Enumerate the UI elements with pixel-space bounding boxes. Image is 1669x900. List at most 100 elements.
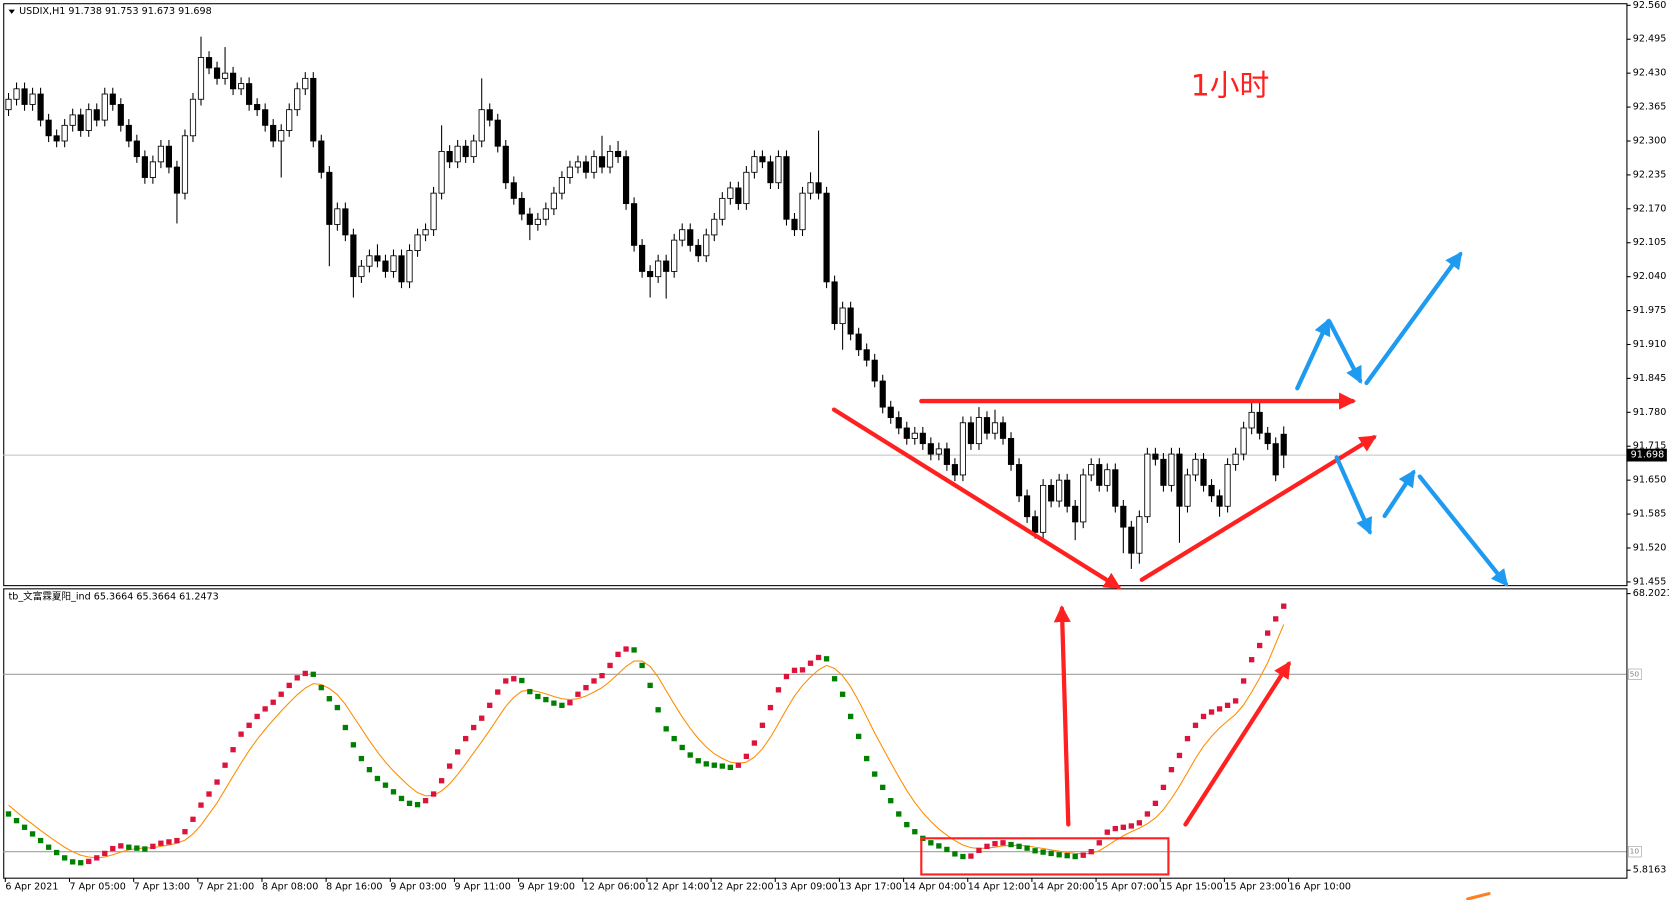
candle-body bbox=[1232, 453, 1239, 465]
candle-body bbox=[213, 67, 221, 79]
blue-arrow bbox=[1382, 469, 1416, 519]
candle-body bbox=[109, 93, 116, 105]
candle-body bbox=[229, 72, 237, 90]
indicator-dot bbox=[1016, 843, 1022, 850]
indicator-dot bbox=[872, 771, 878, 777]
candle-body bbox=[326, 171, 333, 225]
indicator-dot bbox=[1176, 752, 1183, 759]
indicator-dot bbox=[655, 707, 661, 713]
candle-body bbox=[221, 72, 229, 79]
candle-body bbox=[1048, 484, 1055, 502]
candle-body bbox=[85, 109, 92, 131]
indicator-dot bbox=[110, 845, 116, 852]
indicator-dot bbox=[102, 850, 108, 857]
candle-body bbox=[486, 109, 493, 121]
indicator-dot bbox=[134, 845, 140, 851]
candle-body bbox=[101, 93, 108, 121]
candle-body bbox=[967, 422, 975, 445]
red-arrow bbox=[1053, 605, 1071, 827]
indicator-dot bbox=[711, 762, 717, 768]
indicator-dot bbox=[831, 676, 838, 682]
red-arrow bbox=[1183, 660, 1291, 827]
candle-body bbox=[494, 119, 501, 147]
indicator-dot bbox=[174, 837, 180, 844]
indicator-dot bbox=[150, 843, 156, 850]
candle-body bbox=[951, 464, 958, 476]
stray-stroke bbox=[1466, 892, 1491, 900]
candle-body bbox=[582, 161, 590, 173]
indicator-dot bbox=[479, 715, 485, 721]
candle-body bbox=[943, 448, 950, 465]
candle-body bbox=[1160, 458, 1167, 486]
candle-body bbox=[350, 234, 357, 278]
candle-body bbox=[1264, 432, 1271, 445]
y-tick-label: 92.170 bbox=[1633, 203, 1667, 214]
indicator-dot bbox=[198, 802, 204, 808]
indicator-dot bbox=[1136, 820, 1143, 826]
indicator-dot bbox=[446, 763, 453, 769]
indicator-dot bbox=[791, 667, 798, 673]
level-label: 50 bbox=[1630, 669, 1640, 678]
candle-body bbox=[69, 114, 76, 126]
candle-body bbox=[398, 255, 405, 283]
candle-body bbox=[382, 260, 389, 272]
blue-arrow bbox=[1295, 318, 1331, 391]
candle-body bbox=[887, 406, 894, 418]
y-tick-label: 91.455 bbox=[1633, 576, 1667, 587]
indicator-dot bbox=[815, 654, 822, 661]
marks: 92.560 92.495 92.430 92.365 92.300 92.235 92.1… bbox=[3, 0, 1669, 893]
candle-body bbox=[815, 182, 822, 194]
candle-body bbox=[1072, 505, 1079, 523]
candle-body bbox=[1064, 479, 1071, 507]
candle-body bbox=[1192, 458, 1199, 476]
candle-body bbox=[1224, 464, 1231, 507]
candle-body bbox=[29, 93, 36, 105]
indicator-dot bbox=[487, 702, 493, 709]
indicator-dot bbox=[511, 676, 517, 682]
signal-line bbox=[8, 624, 1285, 859]
candle-body bbox=[1256, 411, 1263, 434]
y-tick-label: 92.560 bbox=[1633, 0, 1667, 11]
candle-body bbox=[117, 104, 124, 126]
indicator-dot bbox=[607, 662, 613, 669]
candle-body bbox=[334, 208, 341, 225]
menu-triangle[interactable] bbox=[8, 9, 15, 14]
indicator-dot bbox=[679, 744, 685, 751]
indicator-dot bbox=[880, 784, 886, 791]
candle-body bbox=[502, 145, 509, 184]
red-arrow bbox=[1139, 435, 1377, 582]
indicator-dot bbox=[775, 687, 782, 693]
candle-body bbox=[157, 145, 164, 163]
indicator-dot bbox=[1040, 849, 1046, 855]
indicator-dot bbox=[1024, 845, 1030, 851]
indicator-dot bbox=[1112, 825, 1118, 832]
indicator-dot bbox=[495, 689, 501, 695]
indicator-dot bbox=[976, 847, 982, 853]
indicator-dot bbox=[5, 811, 12, 817]
candle-body bbox=[687, 229, 694, 246]
candle-body bbox=[871, 359, 878, 382]
candle-body bbox=[679, 229, 686, 241]
candle-body bbox=[1128, 526, 1135, 554]
y-tick-label: 92.235 bbox=[1633, 169, 1667, 180]
candle-body bbox=[759, 156, 766, 163]
candle-body bbox=[622, 156, 630, 205]
x-tick-label: 15 Apr 15:00 bbox=[1160, 882, 1222, 893]
x-tick-label: 7 Apr 21:00 bbox=[198, 882, 254, 893]
y-tick-label: 91.780 bbox=[1633, 407, 1667, 418]
indicator-dot bbox=[864, 755, 870, 762]
indicator-dot bbox=[503, 678, 509, 684]
candle-body bbox=[61, 124, 68, 142]
indicator-dot bbox=[1168, 766, 1175, 773]
main-pane bbox=[3, 3, 1628, 587]
candle-body bbox=[462, 145, 469, 158]
candle-body bbox=[366, 255, 373, 267]
indicator-dot bbox=[1248, 657, 1255, 663]
indicator-dot bbox=[960, 853, 966, 860]
indicator-dot bbox=[567, 700, 573, 706]
indicator-dot bbox=[759, 722, 766, 728]
y-tick-label: 68.2021 bbox=[1633, 588, 1669, 599]
indicator-dot bbox=[519, 677, 525, 684]
indicator-dot bbox=[1208, 709, 1215, 715]
candle-body bbox=[1015, 464, 1023, 497]
